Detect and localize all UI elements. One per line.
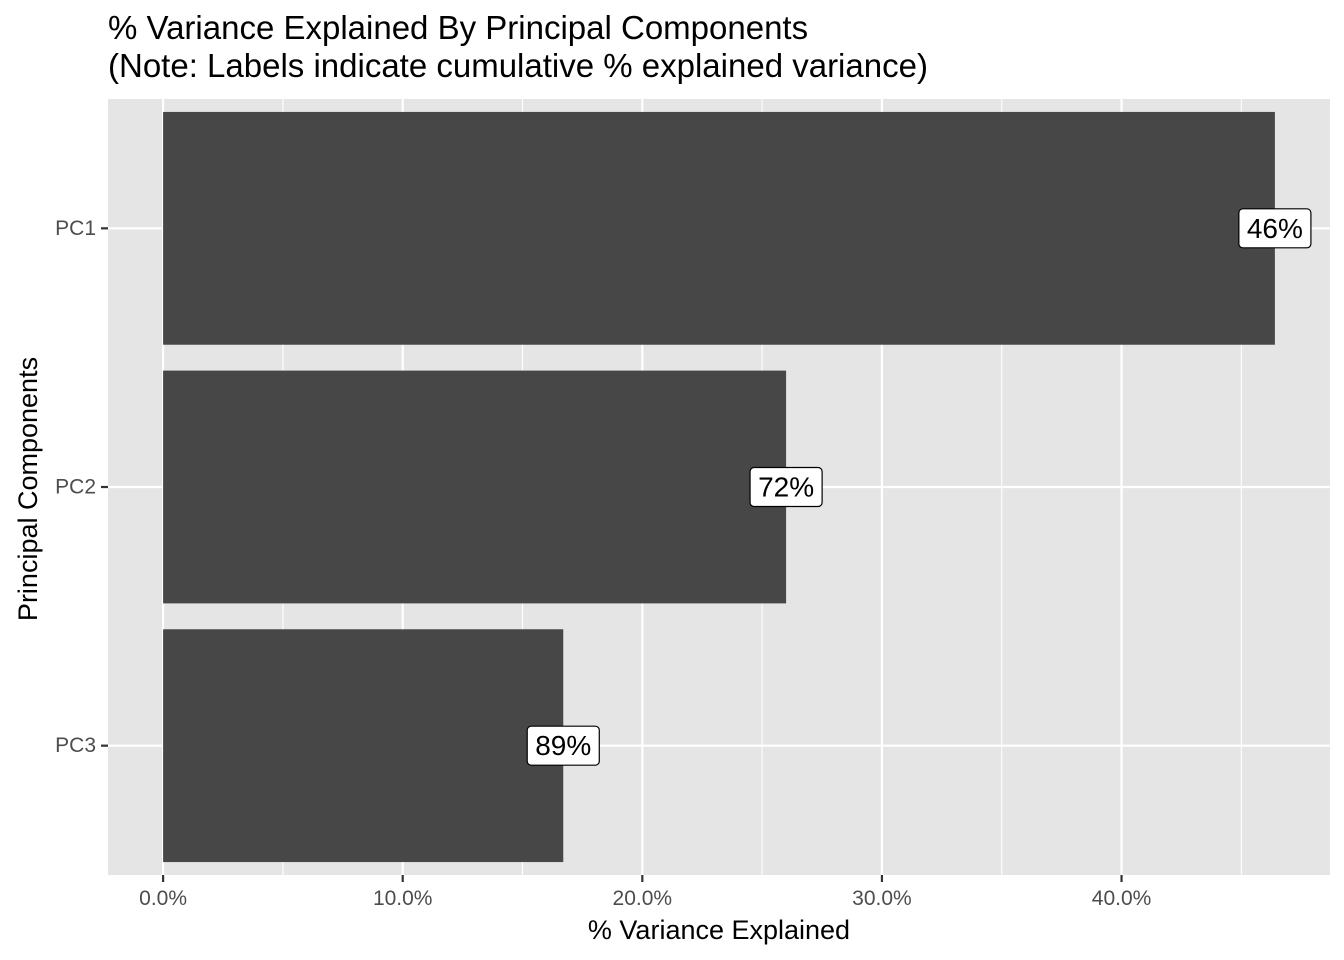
x-tick-label: 20.0% (613, 887, 673, 910)
x-axis-title: % Variance Explained (588, 915, 850, 945)
data-label-pc2: 72% (749, 466, 823, 508)
x-tick-label: 40.0% (1092, 887, 1152, 910)
bar-pc3 (163, 629, 564, 863)
x-axis: 0.0% 10.0% 20.0% 30.0% 40.0% (139, 875, 1151, 910)
y-tick-label: PC3 (55, 734, 96, 757)
data-label-pc1: 46% (1238, 208, 1312, 249)
y-tick-label: PC2 (55, 476, 96, 499)
data-labels: 46% 72% 89% (526, 208, 1312, 766)
data-label-pc3: 89% (526, 725, 600, 766)
data-label-box (526, 725, 600, 766)
y-tick-label: PC1 (55, 217, 96, 240)
y-axis: PC1 PC2 PC3 (55, 217, 108, 757)
data-label-text: 72% (758, 472, 814, 503)
chart-subtitle: (Note: Labels indicate cumulative % expl… (108, 47, 928, 84)
y-axis-title: Principal Components (13, 357, 43, 621)
bar-pc2 (163, 370, 787, 604)
data-label-box (1238, 208, 1312, 249)
data-label-box (749, 466, 823, 508)
bar-pc1 (163, 111, 1275, 345)
x-tick-label: 0.0% (139, 887, 187, 910)
data-label-text: 46% (1247, 213, 1303, 244)
chart-title: % Variance Explained By Principal Compon… (108, 9, 808, 46)
data-label-text: 89% (535, 730, 591, 761)
bars (163, 111, 1275, 863)
x-tick-label: 30.0% (852, 887, 912, 910)
x-tick-label: 10.0% (373, 887, 433, 910)
